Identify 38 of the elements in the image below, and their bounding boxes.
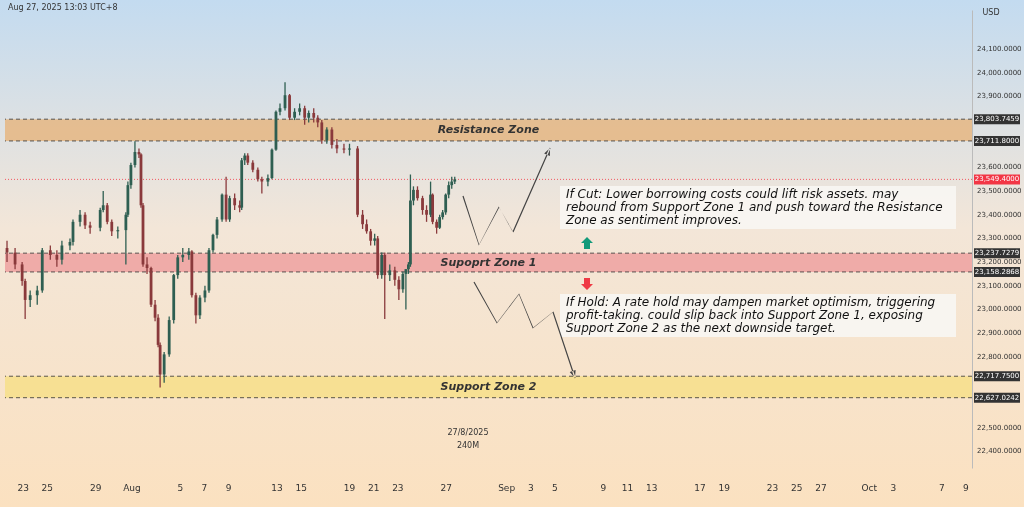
x-tick-label: 7 (938, 483, 945, 493)
x-tick-label: 27 (440, 483, 452, 493)
band-label: Resistance Zone (437, 123, 540, 137)
annotation: 240M (455, 441, 481, 450)
x-tick-label: 19 (718, 483, 731, 493)
x-tick-label: 19 (343, 483, 356, 493)
x-tick-label: 9 (963, 483, 970, 493)
x-tick-label: 9 (225, 483, 232, 493)
x-tick-label: 29 (89, 483, 102, 493)
x-tick-label: 11 (621, 483, 634, 493)
x-tick-label: 23 (392, 483, 404, 493)
x-tick-label: 13 (271, 483, 283, 493)
x-tick-label: 21 (367, 483, 380, 493)
x-tick-label: Oct (861, 483, 878, 493)
x-tick-label: 3 (527, 483, 534, 493)
annotation: 27/8/2025 (446, 428, 490, 437)
x-tick-label: 13 (645, 483, 658, 493)
x-tick-label: Sep (498, 483, 516, 493)
x-tick-label: 5 (552, 483, 558, 493)
x-tick-label: 25 (41, 483, 54, 493)
annotation: If Hold: A rate hold may dampen market optimism, triggering profit-taking. could slip back into Support Zone 1, exposing Support Zone 2 as the next downside target. (560, 294, 956, 337)
x-tick-label: 23 (766, 483, 779, 493)
band-label: Support Zone 2 (440, 379, 537, 393)
y-axis-title: USD (982, 7, 1000, 17)
annotation: Aug 27, 2025 13:03 UTC+8 (8, 3, 118, 12)
candlestick (348, 143, 351, 157)
x-tick-label: 25 (791, 483, 803, 493)
x-tick-label: 17 (694, 483, 706, 493)
x-tick-label: Aug (123, 483, 141, 493)
x-tick-label: 9 (600, 483, 607, 493)
x-tick-label: 7 (201, 483, 208, 493)
x-tick-label: 5 (177, 483, 184, 493)
x-tick-label: 27 (815, 483, 827, 493)
x-tick-label: 15 (295, 483, 307, 493)
annotation: If Cut: Lower borrowing costs could lift risk assets. may rebound from Support Zone 1 and push toward the Resistance Zone as sentiment improves. (560, 186, 956, 229)
x-tick-label: 3 (890, 483, 897, 493)
x-tick-label: 23 (17, 483, 29, 493)
band-label: Supoprt Zone 1 (440, 255, 537, 269)
